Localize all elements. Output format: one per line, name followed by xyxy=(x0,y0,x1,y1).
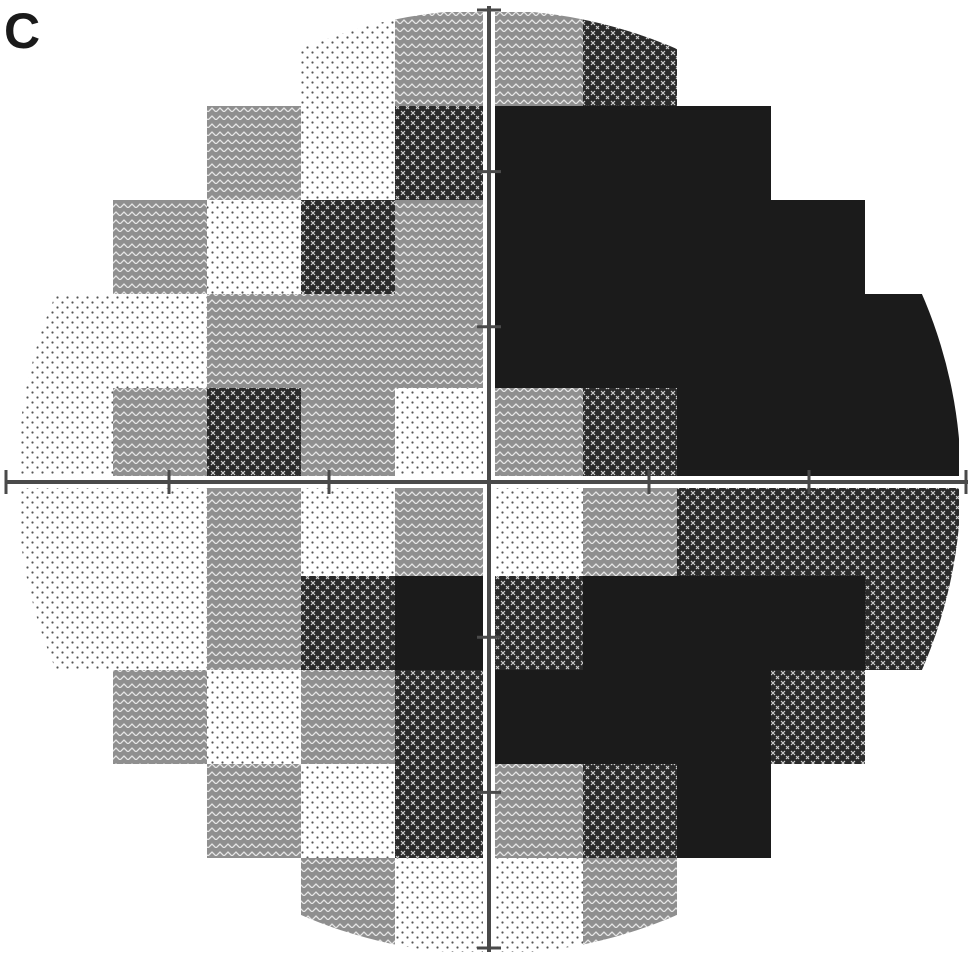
field-cell xyxy=(113,294,207,388)
field-cell xyxy=(395,388,483,476)
field-cell xyxy=(771,488,865,576)
panel-label: C xyxy=(4,3,41,59)
field-cell xyxy=(113,388,207,476)
field-cell xyxy=(207,388,301,476)
field-cell xyxy=(207,670,301,764)
field-cell xyxy=(207,576,301,670)
field-cell xyxy=(207,200,301,294)
field-cell xyxy=(113,576,207,670)
field-cell xyxy=(395,576,483,670)
field-cell xyxy=(771,670,865,764)
field-cell xyxy=(771,576,865,670)
field-cell xyxy=(495,858,583,952)
field-cell xyxy=(395,294,483,388)
field-cell xyxy=(677,200,771,294)
field-cell xyxy=(495,388,583,476)
field-cell xyxy=(301,106,395,200)
field-cell xyxy=(395,488,483,576)
field-cell xyxy=(301,670,395,764)
field-cell xyxy=(583,670,677,764)
field-cell xyxy=(301,12,395,106)
field-cell xyxy=(301,388,395,476)
field-cell xyxy=(395,764,483,858)
field-cell xyxy=(207,106,301,200)
field-cell xyxy=(19,388,113,476)
field-cell xyxy=(583,200,677,294)
field-cell xyxy=(495,106,583,200)
field-cell xyxy=(677,388,771,476)
field-cell xyxy=(495,12,583,106)
field-cell xyxy=(677,764,771,858)
field-cell xyxy=(301,294,395,388)
field-cell xyxy=(207,764,301,858)
field-cell xyxy=(865,488,959,576)
field-cell xyxy=(113,200,207,294)
field-cell xyxy=(583,294,677,388)
field-cell xyxy=(395,12,483,106)
field-cell xyxy=(677,488,771,576)
field-cell xyxy=(771,200,865,294)
field-cell xyxy=(207,294,301,388)
field-cell xyxy=(395,106,483,200)
field-cell xyxy=(583,106,677,200)
field-cell xyxy=(583,488,677,576)
field-cell xyxy=(395,200,483,294)
field-cell xyxy=(865,294,959,388)
field-cell xyxy=(495,576,583,670)
field-cell xyxy=(495,294,583,388)
field-cell xyxy=(301,488,395,576)
field-cell xyxy=(677,106,771,200)
field-cell xyxy=(301,764,395,858)
field-cell xyxy=(771,388,865,476)
field-cell xyxy=(583,388,677,476)
field-cell xyxy=(19,576,113,670)
field-cell xyxy=(583,764,677,858)
field-cell xyxy=(677,294,771,388)
field-cell xyxy=(495,488,583,576)
field-cell xyxy=(583,576,677,670)
field-cell xyxy=(207,488,301,576)
field-cell xyxy=(677,576,771,670)
field-cell xyxy=(583,858,677,952)
field-cell xyxy=(865,576,959,670)
field-cell xyxy=(19,488,113,576)
field-cell xyxy=(301,200,395,294)
field-cell xyxy=(583,12,677,106)
field-cell xyxy=(677,670,771,764)
field-cell xyxy=(301,576,395,670)
field-cell xyxy=(771,294,865,388)
field-cell xyxy=(495,200,583,294)
field-cell xyxy=(301,858,395,952)
field-cell xyxy=(395,670,483,764)
field-cell xyxy=(19,294,113,388)
field-cell xyxy=(495,764,583,858)
field-cell xyxy=(113,670,207,764)
field-cell xyxy=(113,488,207,576)
field-cell xyxy=(395,858,483,952)
field-cell xyxy=(495,670,583,764)
field-cell xyxy=(865,388,959,476)
